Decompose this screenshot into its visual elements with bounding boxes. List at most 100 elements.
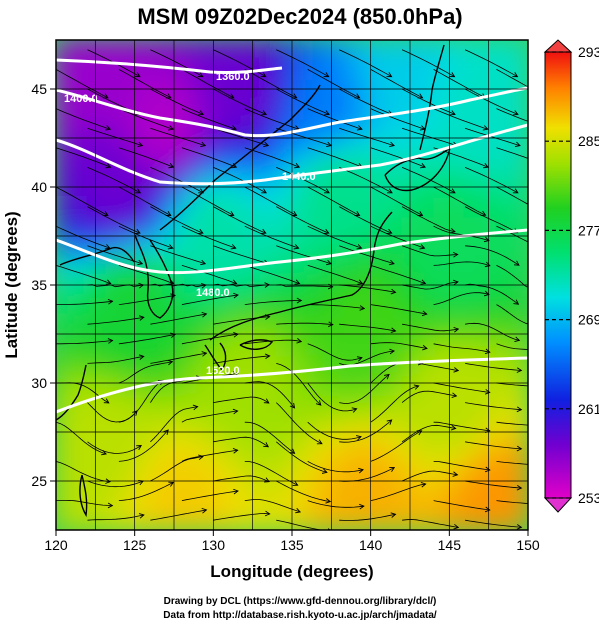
temperature-cell [306, 450, 325, 473]
temperature-cell [149, 411, 168, 433]
temperature-cell [448, 117, 467, 139]
streamline [401, 127, 458, 146]
streamline-arrowhead [516, 484, 523, 491]
temperature-cell [306, 489, 325, 512]
temperature-cell [338, 97, 356, 120]
streamline-arrowhead [484, 466, 491, 473]
temperature-cell [338, 411, 356, 433]
streamline-arrowhead [514, 336, 521, 342]
temperature-cell [306, 333, 325, 355]
temperature-cell [511, 40, 528, 61]
temperature-cell [133, 293, 152, 316]
temperature-cell [448, 352, 467, 375]
colorbar: 253 261 269 277 285 293 [543, 39, 599, 513]
temperature-cell [495, 137, 514, 159]
temperature-cell [149, 450, 168, 473]
streamline [56, 461, 111, 483]
streamline-arrowhead [201, 351, 208, 357]
streamline [213, 355, 270, 364]
streamline-arrowhead [134, 228, 141, 235]
temperature-cell [338, 352, 356, 375]
streamline-arrowhead [165, 211, 172, 216]
streamline [56, 265, 111, 284]
coastline-sakhalin [419, 44, 445, 151]
streamline [56, 421, 107, 455]
temperature-cell [102, 411, 120, 433]
temperature-cell [448, 58, 467, 81]
streamline-arrowhead [296, 338, 303, 344]
streamline-arrowhead [201, 507, 208, 514]
temperature-cell [369, 450, 388, 473]
streamline [401, 167, 456, 194]
streamline [244, 381, 295, 409]
temperature-cell [306, 137, 325, 159]
temperature-cell [275, 40, 293, 61]
streamline-arrowhead [576, 189, 581, 193]
streamline-arrowhead [105, 163, 112, 169]
temperature-cell [133, 215, 152, 237]
temperature-cell [149, 156, 168, 179]
temperature-cell [338, 489, 356, 512]
colorbar-tick-label: 253 [578, 490, 599, 506]
temperature-cell [70, 313, 89, 335]
temperature-cell [196, 97, 215, 120]
streamline-arrowhead [356, 125, 363, 131]
temperature-cell [464, 40, 482, 61]
temperature-cell [291, 431, 309, 453]
streamline-arrowhead [389, 141, 395, 148]
temperature-cell [306, 411, 325, 433]
temperature-cell [117, 489, 136, 512]
streamline [496, 382, 528, 387]
streamline [150, 88, 204, 115]
streamline [339, 206, 392, 234]
streamline [433, 292, 490, 305]
temperature-cell [385, 431, 404, 453]
streamline-arrowhead [351, 407, 358, 413]
streamline-arrowhead [356, 435, 362, 441]
temperature-cell [416, 450, 435, 473]
temperature-cell [180, 352, 199, 375]
streamline-arrowhead [451, 392, 458, 398]
temperature-cell [338, 254, 356, 277]
temperature-cell [416, 40, 435, 61]
temperature-cell [275, 391, 293, 414]
temperature-cell [495, 450, 514, 473]
temperature-cell [196, 58, 215, 81]
streamline [276, 519, 324, 530]
streamline-arrowhead [516, 367, 523, 373]
temperature-cell [212, 40, 231, 61]
temperature-cell [259, 293, 278, 316]
temperature-cell [291, 58, 309, 81]
temperature-cell [416, 352, 435, 375]
streamline-arrowhead [513, 299, 520, 305]
temperature-cell [448, 293, 467, 316]
temperature-cell [291, 117, 309, 139]
temperature-cell [56, 58, 73, 81]
temperature-cell [353, 215, 372, 237]
streamline-arrowhead [514, 141, 521, 148]
temperature-cell [149, 235, 168, 257]
temperature-cell [353, 137, 372, 159]
temperature-cell [70, 215, 89, 237]
temperature-cell [432, 313, 451, 335]
temperature-cell [180, 333, 199, 355]
streamline [465, 480, 522, 489]
streamline-arrowhead [484, 506, 491, 513]
contour-label-1480: 1480.0 [196, 287, 230, 299]
temperature-cell [291, 195, 309, 218]
streamline-arrowhead [138, 354, 145, 360]
streamline [464, 206, 518, 234]
temperature-cell [464, 509, 482, 530]
temperature-cell [291, 137, 309, 159]
streamline-arrowhead [137, 259, 144, 266]
y-tick-label: 45 [31, 81, 47, 97]
streamline-arrowhead [137, 141, 144, 148]
streamline-arrowhead [453, 523, 460, 530]
streamline [56, 225, 110, 249]
streamline-arrowhead [264, 353, 271, 360]
coastline-taiwan [79, 474, 88, 518]
temperature-cell [275, 509, 293, 530]
streamline [496, 343, 528, 350]
streamline [150, 127, 206, 146]
temperature-cell [338, 313, 356, 335]
